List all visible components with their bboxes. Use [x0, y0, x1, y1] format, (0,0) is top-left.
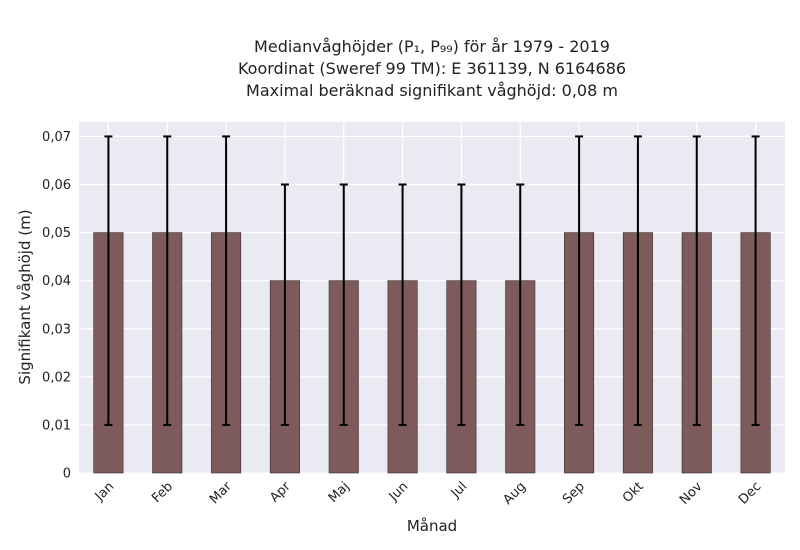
y-tick-label: 0,05	[42, 226, 71, 241]
x-tick-label: Mar	[207, 479, 235, 507]
y-tick-label: 0,07	[42, 130, 71, 145]
x-axis-label: Månad	[407, 517, 457, 535]
chart-title-line-3: Maximal beräknad signifikant våghöjd: 0,…	[246, 81, 618, 100]
y-tick-label: 0,06	[42, 178, 71, 193]
x-tick-label: Jul	[448, 479, 470, 501]
x-tick-label: Nov	[677, 479, 706, 508]
y-tick-label: 0,03	[42, 322, 71, 337]
x-tick-label: Aug	[501, 479, 530, 508]
x-tick-label: Dec	[736, 479, 764, 507]
y-tick-label: 0,04	[42, 274, 71, 289]
chart-title-line-2: Koordinat (Sweref 99 TM): E 361139, N 61…	[238, 59, 626, 78]
error-bars	[104, 135, 760, 426]
x-tick-label: Sep	[560, 479, 588, 507]
y-tick-label: 0,02	[42, 370, 71, 385]
y-tick-labels: 0 0,01 0,02 0,03 0,04 0,05 0,06 0,07	[42, 130, 71, 482]
y-tick-label: 0,01	[42, 418, 71, 433]
chart-title-line-1: Medianvåghöjder (P₁, P₉₉) för år 1979 - …	[254, 37, 610, 56]
x-tick-label: Feb	[149, 479, 176, 506]
plot-area	[79, 122, 785, 473]
x-tick-label: Apr	[267, 479, 294, 506]
x-tick-label: Jun	[386, 479, 412, 505]
x-tick-labels: Jan Feb Mar Apr Maj Jun Jul Aug Sep Okt Nov Dec	[92, 479, 765, 508]
x-tick-label: Okt	[620, 479, 647, 506]
y-axis-label: Signifikant våghöjd (m)	[16, 209, 34, 384]
x-tick-label: Jan	[92, 479, 117, 504]
y-tick-label: 0	[63, 467, 71, 482]
x-tick-label: Maj	[326, 479, 353, 506]
